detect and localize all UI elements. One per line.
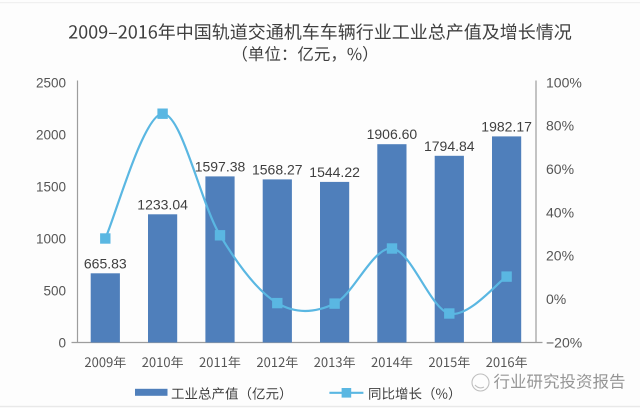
svg-text:0: 0 [58, 335, 66, 350]
svg-text:1794.84: 1794.84 [424, 138, 475, 154]
svg-text:1906.60: 1906.60 [367, 126, 418, 142]
svg-text:665.83: 665.83 [84, 255, 127, 271]
svg-text:1500: 1500 [36, 179, 66, 194]
svg-text:100%: 100% [546, 74, 582, 90]
svg-text:1568.27: 1568.27 [252, 161, 303, 177]
svg-text:1000: 1000 [36, 231, 66, 246]
svg-text:40%: 40% [546, 204, 574, 220]
svg-text:1597.38: 1597.38 [195, 158, 246, 174]
svg-text:1544.22: 1544.22 [309, 164, 360, 180]
svg-text:−20%: −20% [546, 334, 582, 350]
svg-text:0%: 0% [546, 291, 566, 307]
svg-text:80%: 80% [546, 118, 574, 134]
svg-text:20%: 20% [546, 248, 574, 264]
svg-text:1233.04: 1233.04 [137, 196, 188, 212]
svg-text:500: 500 [43, 283, 66, 298]
svg-text:60%: 60% [546, 161, 574, 177]
svg-text:1982.17: 1982.17 [481, 118, 532, 134]
svg-text:2500: 2500 [36, 75, 66, 90]
svg-text:2000: 2000 [36, 127, 66, 142]
